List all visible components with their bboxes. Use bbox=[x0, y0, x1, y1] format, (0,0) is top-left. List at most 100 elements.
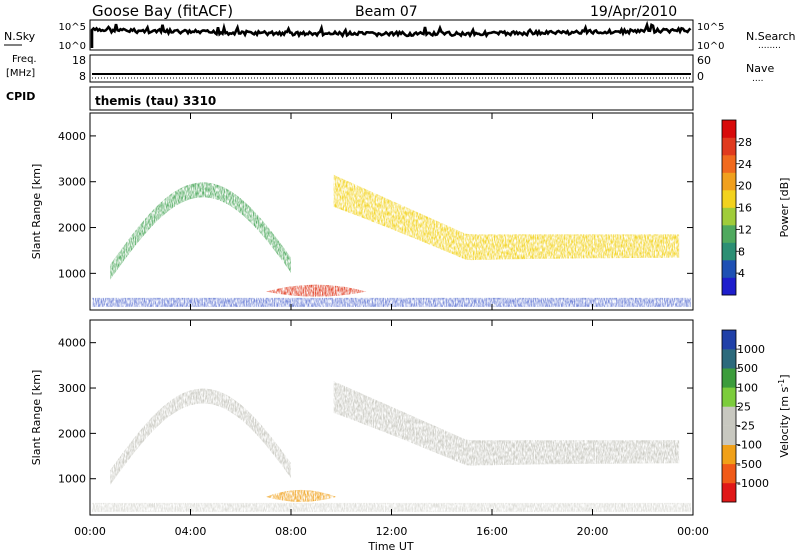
power-echoes bbox=[92, 174, 691, 307]
cpid-label: CPID bbox=[6, 90, 35, 103]
velocity-colorbar-label-sup: -1 bbox=[777, 379, 786, 387]
power-panel: 1000 2000 3000 4000 Slant Range [km] 4 8 12 16… bbox=[30, 112, 791, 311]
colorbar-swatch bbox=[722, 242, 736, 261]
nave-dots: .... bbox=[752, 74, 763, 84]
colorbar-tick-label: 20 bbox=[738, 180, 752, 193]
colorbar-swatch bbox=[722, 482, 736, 503]
freq-frame bbox=[89, 54, 694, 83]
velocity-colorbar: -1000 -500 -100 -25 25 100 500 1000 bbox=[721, 329, 769, 503]
x-tick-label: 00:00 bbox=[74, 525, 106, 538]
freq-left-tick-bottom: 8 bbox=[79, 70, 86, 83]
nsky-frame bbox=[89, 19, 694, 51]
colorbar-swatch bbox=[722, 444, 736, 465]
nsky-label: N.Sky bbox=[4, 30, 36, 43]
velocity-y-ticks: 1000 2000 3000 4000 bbox=[58, 337, 693, 486]
velocity-colorbar-label: Velocity [m s-1] bbox=[777, 374, 791, 457]
colorbar-swatch bbox=[722, 425, 736, 445]
date-title: 19/Apr/2010 bbox=[590, 4, 677, 20]
colorbar-tick-label: 4 bbox=[738, 267, 745, 280]
colorbar-tick-label: -1000 bbox=[737, 477, 769, 490]
colorbar-swatch bbox=[722, 349, 736, 369]
colorbar-swatch bbox=[722, 137, 736, 156]
colorbar-tick-label: -25 bbox=[737, 420, 755, 433]
nsky-series bbox=[90, 20, 692, 48]
colorbar-swatch bbox=[722, 120, 736, 138]
colorbar-swatch bbox=[722, 406, 736, 426]
echo-band-near-range-patch bbox=[265, 489, 337, 502]
near-range-strip bbox=[92, 502, 691, 512]
cpid-frame bbox=[89, 86, 694, 111]
colorbar-swatch bbox=[722, 463, 736, 484]
y-tick-label: 1000 bbox=[58, 473, 86, 486]
station-title: Goose Bay (fitACF) bbox=[92, 2, 233, 20]
colorbar-tick-label: 28 bbox=[738, 136, 752, 149]
x-tick-label: 16:00 bbox=[476, 525, 508, 538]
near-range-strip bbox=[92, 297, 691, 307]
colorbar-swatch bbox=[722, 172, 736, 191]
y-tick-label: 2000 bbox=[58, 222, 86, 235]
nsearch-right-tick-top: 10^5 bbox=[697, 22, 724, 33]
colorbar-swatch bbox=[722, 207, 736, 226]
x-tick-label: 08:00 bbox=[275, 525, 307, 538]
y-tick-label: 1000 bbox=[58, 267, 86, 280]
colorbar-tick-label: -500 bbox=[737, 458, 762, 471]
time-axis-label: Time UT bbox=[367, 540, 413, 553]
freq-unit: [MHz] bbox=[6, 68, 35, 79]
y-tick-label: 4000 bbox=[58, 337, 86, 350]
echo-band-main-arc bbox=[110, 388, 291, 486]
x-tick-label: 04:00 bbox=[175, 525, 207, 538]
cpid-panel: themis (tau) 3310 CPID bbox=[6, 86, 694, 111]
nsky-left-tick-bottom: 10^0 bbox=[59, 41, 86, 52]
freq-left-tick-top: 18 bbox=[72, 54, 86, 67]
colorbar-swatch bbox=[722, 330, 736, 350]
power-y-ticks: 1000 2000 3000 4000 bbox=[58, 130, 693, 280]
colorbar-swatch bbox=[722, 387, 736, 407]
echo-band-near-range-patch bbox=[265, 284, 367, 297]
x-tick-label: 00:00 bbox=[677, 525, 709, 538]
velocity-colorbar-label-close: ] bbox=[778, 374, 791, 378]
colorbar-swatch bbox=[722, 190, 736, 208]
colorbar-swatch bbox=[722, 225, 736, 243]
freq-panel: Freq. [MHz] 18 8 60 0 Nave .... bbox=[6, 54, 774, 84]
echo-band-morning-echo bbox=[333, 174, 680, 261]
colorbar-tick-label: 1000 bbox=[737, 343, 765, 356]
nsky-panel: N.Sky 10^5 10^0 10^5 10^0 N.Search .....… bbox=[4, 19, 796, 52]
colorbar-swatch bbox=[722, 155, 736, 173]
velocity-y-axis-label: Slant Range [km] bbox=[30, 370, 43, 466]
colorbar-tick-label: 500 bbox=[737, 362, 758, 375]
velocity-colorbar-label-main: Velocity [m s bbox=[778, 386, 791, 457]
colorbar-tick-label: 24 bbox=[738, 158, 752, 171]
y-tick-label: 3000 bbox=[58, 382, 86, 395]
time-axis: 00:00 04:00 08:00 12:00 16:00 20:00 00:00 bbox=[74, 113, 709, 538]
colorbar-tick-label: 25 bbox=[737, 400, 751, 413]
nsearch-label: N.Search bbox=[746, 30, 796, 43]
y-tick-label: 4000 bbox=[58, 130, 86, 143]
nsearch-right-tick-bottom: 10^0 bbox=[697, 41, 724, 52]
x-tick-label: 20:00 bbox=[577, 525, 609, 538]
colorbar-swatch bbox=[722, 277, 736, 296]
colorbar-swatch bbox=[722, 368, 736, 388]
echo-band-morning-echo bbox=[333, 381, 680, 466]
y-tick-label: 2000 bbox=[58, 427, 86, 440]
colorbar-tick-label: 16 bbox=[738, 202, 752, 215]
cpid-value: themis (tau) 3310 bbox=[95, 94, 216, 108]
power-colorbar-label: Power [dB] bbox=[778, 178, 791, 238]
nave-right-tick-top: 60 bbox=[697, 54, 711, 67]
nsky-left-tick-top: 10^5 bbox=[59, 22, 86, 33]
x-tick-label: 12:00 bbox=[376, 525, 408, 538]
nave-label: Nave bbox=[746, 62, 774, 75]
colorbar-tick-label: 100 bbox=[737, 381, 758, 394]
colorbar-tick-label: 8 bbox=[738, 245, 745, 258]
echo-band-main-arc bbox=[110, 182, 291, 280]
colorbar-tick-label: 12 bbox=[738, 223, 752, 236]
velocity-echoes bbox=[92, 381, 691, 512]
colorbar-tick-label: -100 bbox=[737, 439, 762, 452]
power-colorbar: 4 8 12 16 20 24 28 bbox=[721, 119, 752, 296]
beam-title: Beam 07 bbox=[355, 4, 418, 20]
colorbar-swatch bbox=[722, 260, 736, 278]
colorbar-frame bbox=[721, 329, 737, 503]
freq-label: Freq. bbox=[12, 54, 37, 65]
power-y-axis-label: Slant Range [km] bbox=[30, 164, 43, 260]
